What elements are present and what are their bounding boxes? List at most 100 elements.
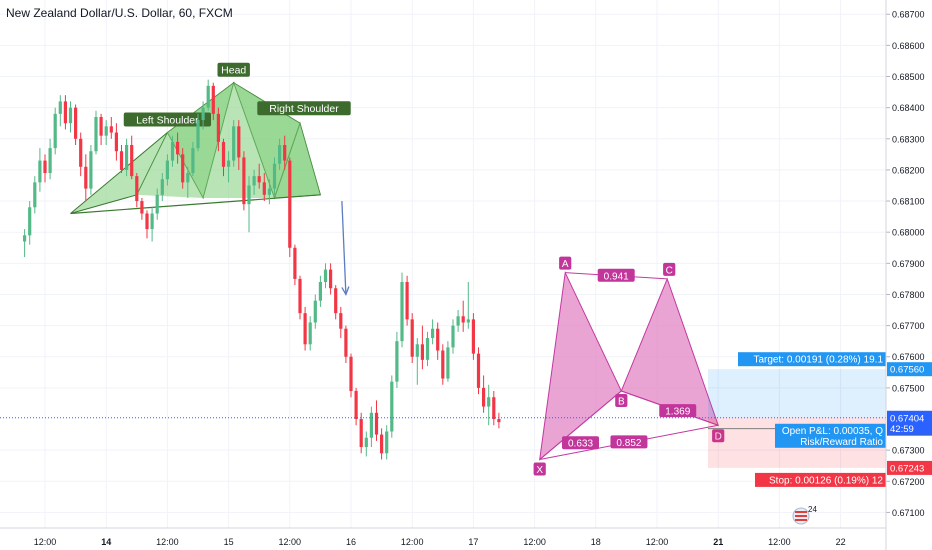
y-tick-label: 0.67700	[892, 321, 925, 331]
ratio-ac-bg	[597, 268, 635, 282]
candle-body	[119, 151, 124, 170]
candle-body	[451, 325, 455, 348]
y-tick-label: 0.67100	[892, 508, 925, 518]
candle-body	[33, 182, 37, 208]
candle-body	[84, 166, 88, 189]
candle-body	[482, 387, 486, 407]
price-label-bg	[887, 362, 932, 377]
candle-body	[329, 269, 333, 289]
candle-body	[359, 419, 363, 448]
label-right-shoulder: Right Shoulder	[269, 103, 339, 115]
candle-body	[165, 160, 169, 180]
candle-body	[114, 132, 118, 152]
candle-body	[318, 282, 322, 301]
ratio-bd-bg	[659, 404, 697, 418]
candle-body	[196, 120, 200, 149]
candle-body	[466, 319, 470, 323]
bat-ratio-line	[539, 390, 622, 460]
y-tick-label: 0.67900	[892, 259, 925, 269]
candle-body	[58, 101, 62, 114]
point-x-bg	[533, 462, 546, 476]
candle-body	[405, 282, 409, 320]
flag-stripe	[795, 515, 807, 517]
candle-body	[262, 182, 266, 195]
candle-body	[252, 176, 256, 186]
point-d: D	[715, 432, 722, 443]
candle-body	[267, 188, 271, 195]
x-tick-label: 17	[468, 537, 478, 547]
candle-body	[155, 194, 159, 214]
candle-body	[109, 126, 113, 133]
x-tick-label: 12:00	[523, 537, 546, 547]
candle-body	[436, 328, 440, 351]
candle-body	[237, 126, 241, 158]
bat-harmonic-pattern[interactable]: X A B C D 0.633 0.941 1.369 0.852	[533, 256, 725, 476]
price-axis[interactable]: 0.68700 0.68600 0.68500 0.68400 0.68300 0.682…	[885, 0, 932, 550]
point-a-bg	[559, 256, 572, 270]
candle-body	[456, 316, 460, 326]
candle-body	[170, 141, 175, 161]
candle-body	[441, 350, 445, 379]
candle-body	[79, 138, 83, 167]
candle-body	[471, 319, 475, 354]
candle-body	[344, 328, 348, 357]
label-head-bg	[217, 62, 250, 77]
candle-body	[323, 269, 328, 283]
ratio-ac: 0.941	[604, 271, 629, 282]
candle-body	[334, 288, 338, 314]
time-axis[interactable]: 12:00 14 12:00 15 12:00 16 12:00 17 12:00 18 12:00…	[0, 505, 886, 547]
ratio-bd: 1.369	[665, 407, 690, 418]
candle-body	[176, 141, 180, 155]
flag-stripe	[795, 519, 807, 521]
candle-body	[354, 390, 358, 420]
candle-body	[130, 145, 134, 177]
stop-label-bg	[755, 472, 886, 487]
y-tick-label: 0.68400	[892, 103, 925, 113]
price-label-bg	[887, 460, 932, 475]
target-label: Target: 0.00191 (0.28%) 19.1	[753, 355, 883, 366]
ratio-xb-bg	[562, 436, 599, 450]
ratio-xd-bg	[610, 435, 648, 449]
candle-body	[74, 107, 78, 139]
candle-body	[298, 278, 302, 314]
candle-body	[492, 397, 496, 420]
x-tick-label: 12:00	[279, 537, 302, 547]
candle-body	[313, 300, 317, 323]
candle-body	[125, 145, 129, 170]
point-c-bg	[663, 262, 676, 276]
candle-body	[257, 176, 261, 183]
point-x: X	[536, 465, 543, 476]
candle-body	[232, 126, 236, 161]
y-tick-label: 0.68600	[892, 41, 925, 51]
open-pl-label: Open P&L: 0.00035, Q	[782, 426, 883, 437]
label-left-shoulder: Left Shoulder	[136, 115, 199, 127]
countdown-label: 42:59	[890, 424, 914, 435]
long-position-tool[interactable]: Target: 0.00191 (0.28%) 19.1 Stop: 0.0012…	[0, 352, 886, 487]
symbol-title: New Zealand Dollar/U.S. Dollar, 60, FXCM	[6, 6, 233, 20]
candle-body	[28, 207, 32, 236]
hs-neckline	[70, 194, 321, 215]
current-price-label: 0.67404	[890, 413, 924, 424]
candle-body	[38, 160, 42, 183]
economic-calendar-icon: 24	[792, 505, 817, 525]
y-tick-label: 0.68200	[892, 165, 925, 175]
y-tick-label: 0.68700	[892, 10, 925, 20]
candle-body	[160, 179, 164, 195]
head-and-shoulders-pattern[interactable]: Left Shoulder Head Right Shoulder	[70, 62, 351, 215]
candle-body	[191, 148, 195, 174]
candle-body	[303, 313, 307, 345]
candle-body	[278, 145, 282, 164]
candle-body	[415, 344, 419, 357]
x-tick-label: 15	[224, 537, 234, 547]
candle-body	[135, 176, 139, 202]
down-arrow-shaft	[341, 201, 347, 295]
candle-body	[227, 160, 231, 167]
candle-body	[247, 185, 251, 205]
candlestick-series	[23, 79, 501, 460]
price-label: 0.67560	[890, 365, 924, 376]
candle-body	[420, 344, 424, 360]
candle-body	[431, 328, 435, 339]
flag-stripe	[795, 511, 807, 513]
y-tick-label: 0.67800	[892, 290, 925, 300]
